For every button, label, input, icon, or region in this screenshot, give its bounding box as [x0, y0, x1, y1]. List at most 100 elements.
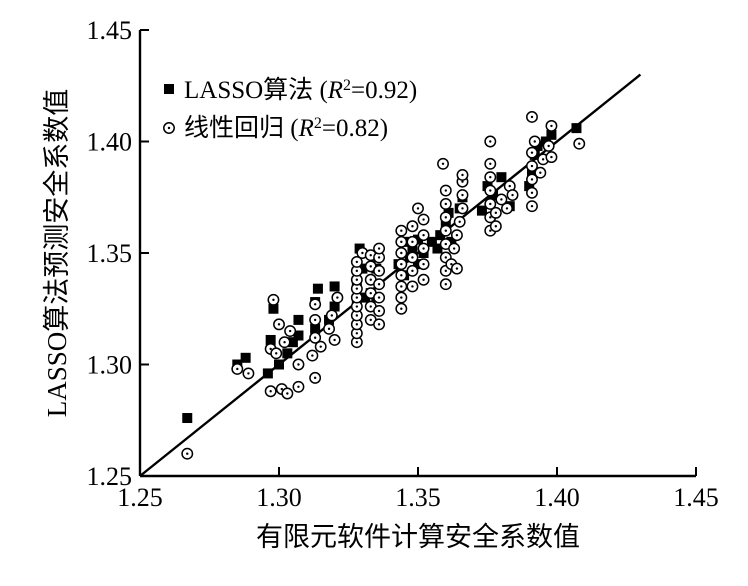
point-dot [444, 256, 447, 259]
point-dot [461, 180, 464, 183]
point-dot [313, 336, 317, 339]
point-dot [377, 256, 381, 259]
linear-regression-point [417, 242, 430, 255]
legend-marker-lasso [164, 84, 174, 94]
point-dot [283, 341, 286, 344]
point-dot [411, 285, 414, 288]
point-dot [422, 233, 425, 237]
linear-regression-point [450, 229, 463, 242]
point-dot [355, 305, 359, 308]
point-dot [400, 229, 403, 232]
point-dot [530, 151, 534, 154]
linear-regression-point [545, 119, 558, 132]
y-tick-label: 1.25 [87, 462, 133, 491]
linear-regression-point [395, 302, 408, 315]
lasso-point [446, 236, 457, 247]
linear-regression-point [503, 180, 516, 193]
point-dot [505, 207, 509, 210]
y-tick-label: 1.45 [87, 16, 133, 45]
lasso-point [435, 230, 446, 241]
x-tick-label: 1.35 [395, 483, 441, 512]
legend: LASSO算法 (R2=0.92) 线性回归 (R2=0.82) [163, 76, 417, 142]
linear-regression-point [448, 242, 461, 255]
point-dot [533, 140, 536, 143]
linear-regression-point [526, 146, 538, 159]
point-dot [411, 225, 414, 228]
lasso-point [496, 172, 507, 183]
linear-regression-point [439, 211, 452, 224]
point-dot [400, 251, 403, 255]
point-dot [444, 202, 447, 206]
point-dot [444, 189, 447, 192]
point-dot [377, 283, 381, 286]
linear-regression-point [350, 291, 363, 304]
linear-regression-point [456, 169, 469, 181]
linear-regression-point [264, 385, 277, 398]
point-dot [450, 262, 453, 266]
point-dot [355, 296, 359, 299]
point-dot [313, 303, 317, 306]
point-dot [511, 193, 514, 197]
linear-regression-point [395, 224, 408, 237]
point-dot [444, 216, 447, 219]
point-dot [400, 307, 403, 310]
point-dot [489, 216, 492, 219]
point-dot [489, 229, 492, 232]
point-dot [377, 247, 381, 250]
point-dot [411, 269, 414, 273]
linear-regression-point [439, 278, 452, 291]
point-dot [489, 189, 492, 192]
x-tick-label: 1.25 [117, 483, 163, 512]
point-dot [355, 314, 359, 317]
linear-regression-point [373, 278, 386, 291]
y-tick-label: 1.40 [87, 128, 133, 157]
point-dot [400, 240, 403, 244]
lasso-point [413, 234, 423, 245]
point-dot [313, 318, 317, 322]
linear-regression-point [373, 291, 386, 304]
lasso-point [426, 236, 437, 247]
linear-regression-point [306, 349, 319, 362]
point-dot [489, 202, 492, 206]
linear-regression-point [489, 220, 502, 233]
lasso-point [329, 301, 340, 312]
linear-regression-point [417, 273, 430, 286]
linear-regression-point [242, 367, 255, 380]
linear-regression-point [406, 220, 419, 233]
plot-layer [139, 73, 642, 477]
legend-r2-lasso: 0.92 [365, 77, 409, 104]
point-dot [330, 314, 334, 317]
point-dot [494, 225, 498, 228]
linear-regression-point [439, 224, 452, 237]
point-dot [327, 327, 331, 331]
point-dot [411, 256, 414, 259]
x-tick-label: 1.40 [534, 483, 580, 512]
linear-regression-point [545, 151, 558, 164]
point-dot [269, 390, 272, 393]
point-dot [336, 296, 339, 299]
linear-regression-point [542, 140, 555, 152]
point-dot [369, 318, 372, 322]
linear-regression-point [395, 280, 408, 293]
lasso-point [526, 167, 537, 178]
lasso-point [282, 348, 293, 359]
lasso-point [268, 303, 279, 314]
point-dot [355, 278, 359, 281]
point-dot [416, 207, 420, 210]
linear-regression-point [231, 363, 244, 375]
linear-regression-point [495, 193, 508, 206]
legend-r2-linear: 0.82 [336, 115, 380, 142]
lasso-point [293, 314, 304, 325]
lasso-point [182, 413, 193, 424]
point-dot [550, 155, 553, 159]
linear-regression-point [395, 269, 408, 282]
linear-regression-point [270, 347, 283, 360]
point-dot [400, 285, 403, 288]
point-dot [489, 162, 492, 165]
point-dot [461, 193, 464, 197]
legend-series-name-lasso: LASSO算法 [184, 76, 313, 104]
linear-regression-point [484, 135, 497, 148]
linear-regression-point [412, 202, 424, 215]
point-dot [377, 309, 381, 313]
lasso-point [265, 334, 276, 345]
